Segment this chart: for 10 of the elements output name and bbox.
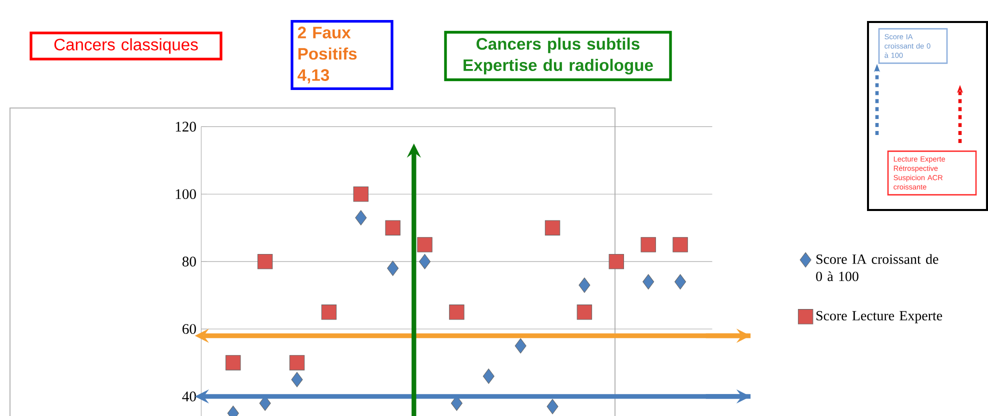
text: Cancers classiques [54, 38, 198, 54]
y-tick-label: 60 [182, 324, 196, 334]
y-tick-label: 100 [176, 189, 196, 200]
y-tick-label: 120 [176, 122, 196, 132]
text: 2 Faux Positifs 4,13 [298, 26, 357, 84]
y-tick-label: 40 [182, 392, 196, 402]
text: Cancers plus subtils Expertise du radiologue [464, 38, 653, 74]
legend-label: Score IA croissant de 0 à 100 [816, 254, 938, 282]
legend-label: Score Lecture Experte [816, 311, 942, 324]
y-tick-label: 80 [182, 256, 196, 266]
